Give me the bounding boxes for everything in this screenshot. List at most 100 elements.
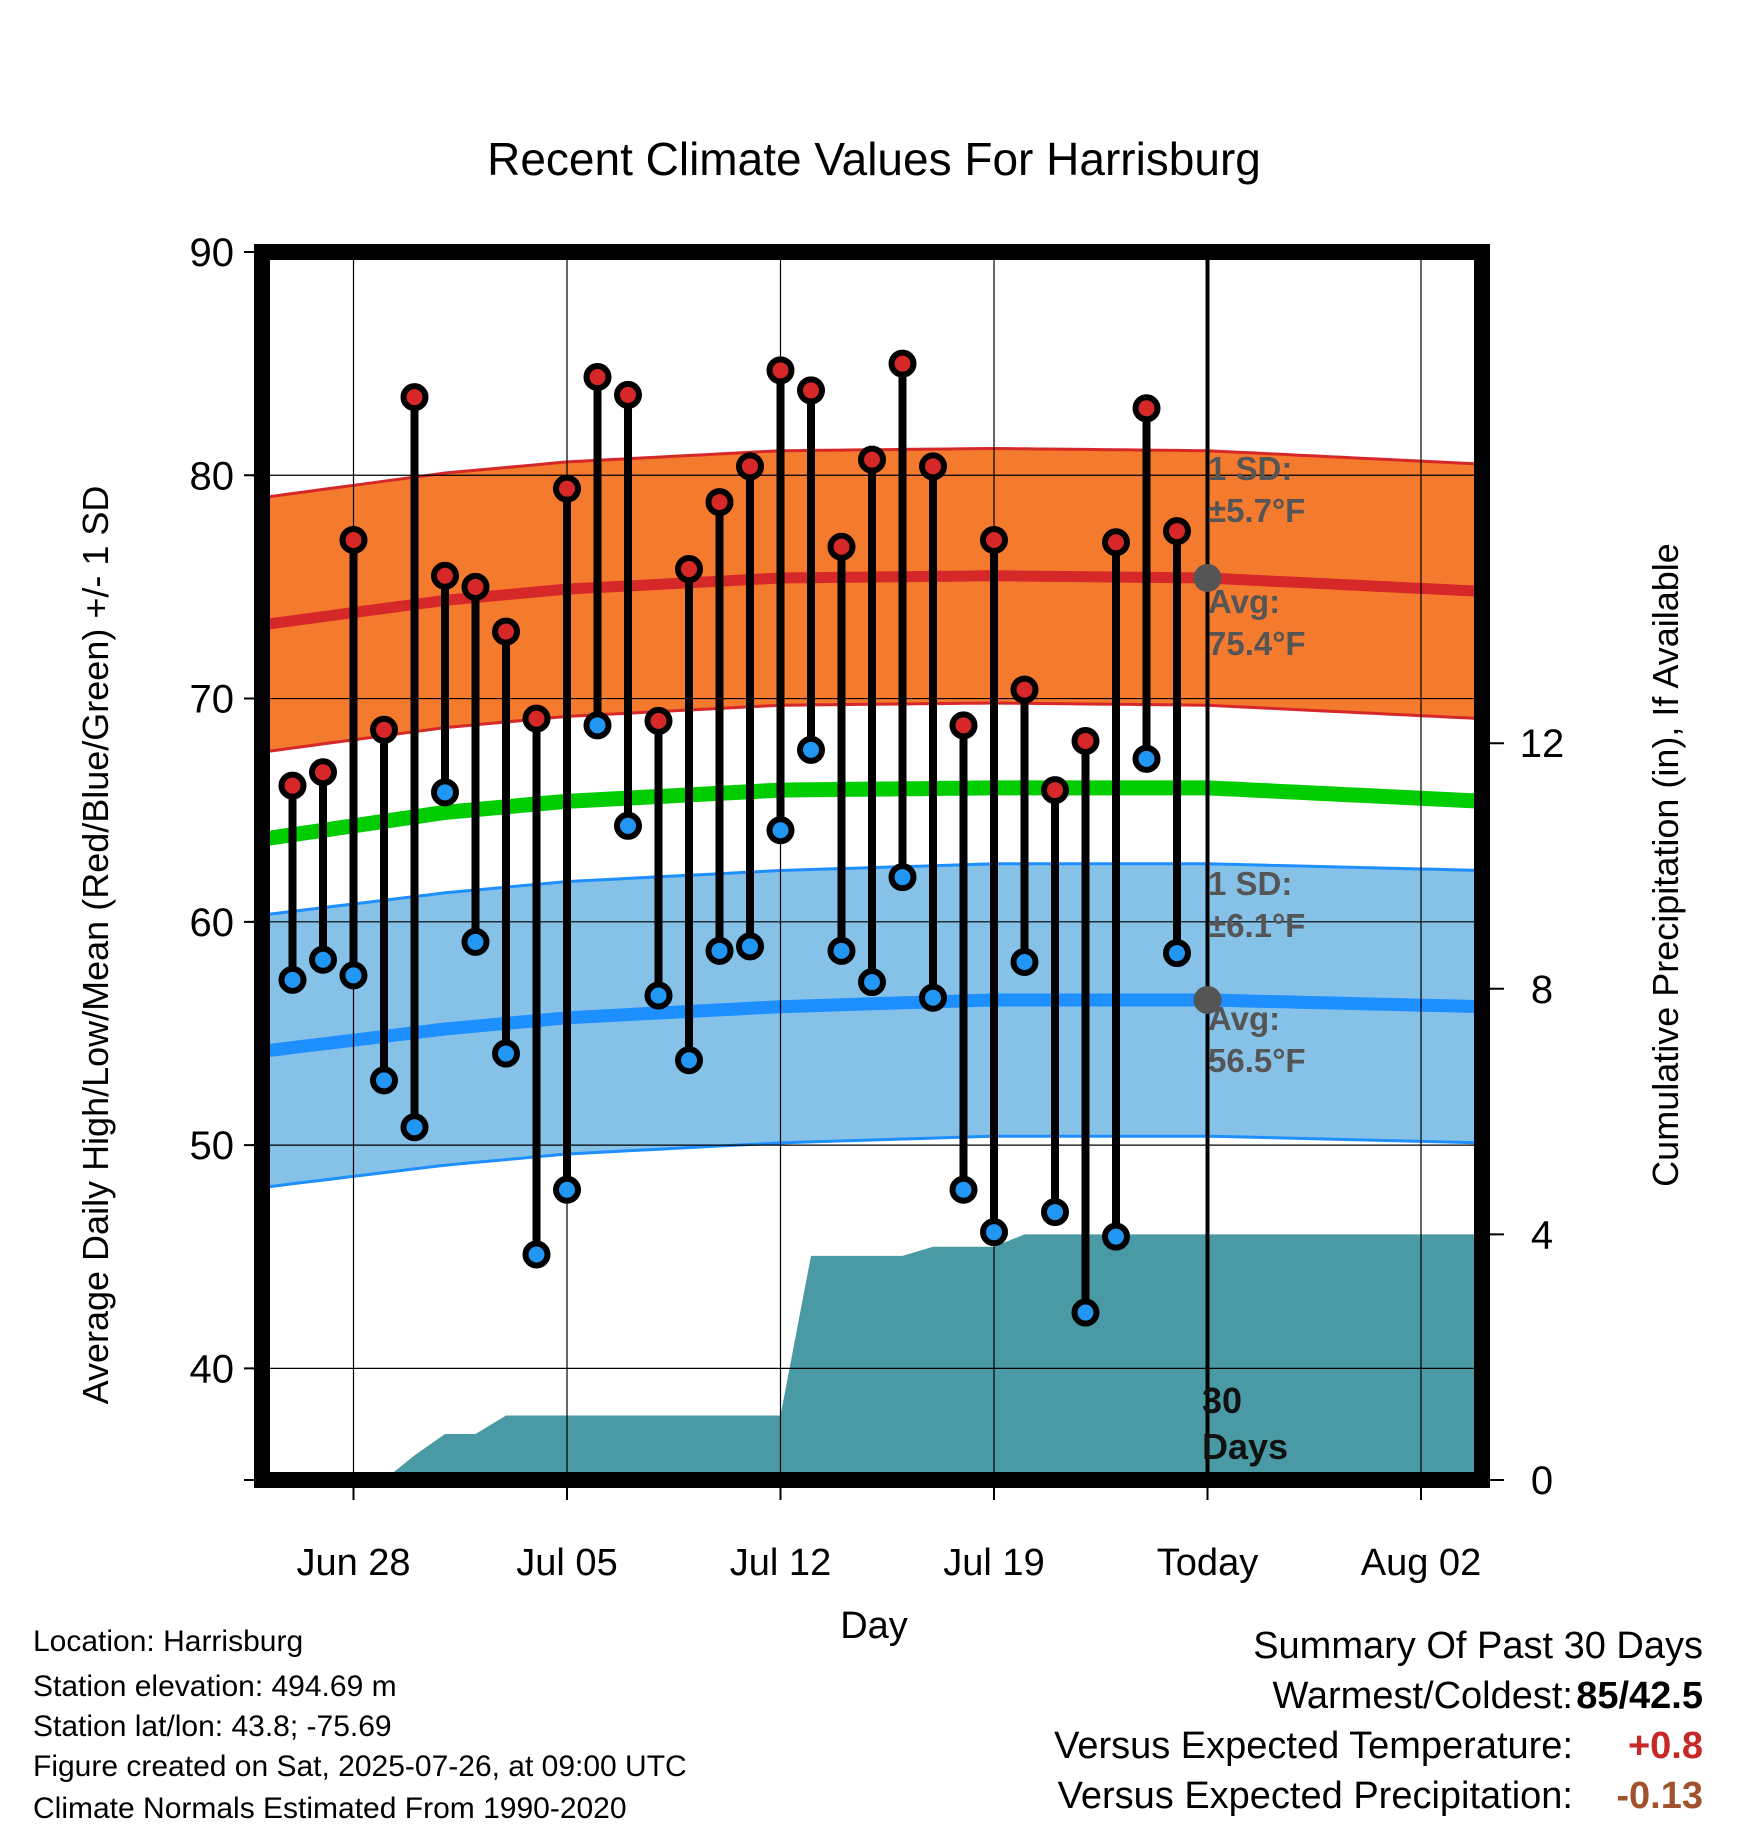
high-avg-today-marker (1193, 563, 1222, 592)
obs-low-point-2025-06-29 (370, 1066, 398, 1095)
obs-high-point-2025-07-15 (858, 445, 886, 474)
precipitation-value: -0.13 (1616, 1775, 1703, 1817)
days-word: Days (1202, 1426, 1288, 1467)
summary-warmest-coldest: Warmest/Coldest: 85/42.5 (900, 1675, 1703, 1721)
obs-low-point-2025-07-20 (1010, 948, 1039, 977)
obs-low-point-2025-07-16 (888, 863, 917, 892)
obs-low-point-2025-07-23 (1102, 1222, 1130, 1251)
y2-tick-label-4: 4 (1531, 1213, 1553, 1257)
info-latlon: Station lat/lon: 43.8; -75.69 (33, 1710, 392, 1743)
low-sd-label: 1 SD: (1208, 865, 1292, 902)
info-created: Figure created on Sat, 2025-07-26, at 09… (33, 1750, 687, 1783)
obs-low-point-2025-07-18 (949, 1175, 978, 1204)
high-avg-label: Avg: (1208, 583, 1280, 620)
obs-high-point-2025-07-21 (1041, 776, 1069, 805)
x-tick-label-1: Jun 28 (296, 1542, 410, 1584)
obs-high-point-2025-06-28 (339, 526, 368, 555)
obs-high-point-2025-07-23 (1102, 528, 1130, 557)
obs-low-point-2025-06-30 (400, 1113, 429, 1142)
summary-precipitation: Versus Expected Precipitation: -0.13 (900, 1775, 1703, 1821)
high-sd-label: 1 SD: (1208, 450, 1292, 487)
obs-low-point-2025-07-21 (1041, 1198, 1069, 1227)
obs-low-point-2025-07-06 (583, 711, 612, 740)
obs-low-point-2025-07-25 (1163, 939, 1191, 968)
y2-tick-label-8: 8 (1531, 968, 1553, 1012)
obs-high-point-2025-07-10 (705, 488, 734, 517)
obs-low-point-2025-07-07 (614, 811, 642, 840)
obs-low-point-2025-07-22 (1071, 1298, 1100, 1327)
precipitation-label: Versus Expected Precipitation: (1057, 1775, 1573, 1817)
obs-low-point-2025-07-15 (858, 968, 886, 997)
obs-high-point-2025-07-25 (1163, 517, 1191, 546)
obs-high-point-2025-07-02 (461, 572, 490, 601)
y2-tick-label-12: 12 (1520, 722, 1565, 766)
obs-high-point-2025-07-08 (644, 706, 673, 735)
plot-area: 1 SD: ±5.7°F Avg: 75.4°F 1 SD: ±6.1°F Av… (254, 244, 1490, 1488)
annotations: 1 SD: ±5.7°F Avg: 75.4°F 1 SD: ±6.1°F Av… (1202, 450, 1306, 1467)
obs-high-point-2025-07-22 (1071, 726, 1100, 755)
x-tick-label-2: Jul 05 (516, 1542, 617, 1584)
low-sd-value: ±6.1°F (1208, 907, 1305, 944)
obs-high-point-2025-07-04 (522, 704, 551, 733)
y-tick-label-90: 90 (190, 231, 235, 275)
high-sd-value: ±5.7°F (1208, 492, 1305, 529)
obs-low-point-2025-07-11 (736, 932, 764, 961)
info-location: Location: Harrisburg (33, 1625, 304, 1658)
obs-low-point-2025-07-17 (919, 983, 947, 1012)
y-tick-label-50: 50 (190, 1124, 235, 1168)
obs-high-point-2025-07-12 (766, 356, 795, 385)
x-tick-label-4: Jul 19 (943, 1542, 1044, 1584)
obs-high-point-2025-07-11 (736, 452, 764, 481)
obs-high-point-2025-07-13 (797, 376, 825, 405)
obs-low-point-2025-07-10 (705, 936, 734, 965)
obs-high-point-2025-07-17 (919, 452, 947, 481)
obs-high-point-2025-07-06 (583, 363, 612, 392)
y-tick-label-80: 80 (190, 454, 235, 498)
obs-low-point-2025-07-14 (827, 936, 856, 965)
obs-high-point-2025-06-29 (370, 715, 398, 744)
y-axis-label: Average Daily High/Low/Mean (Red/Blue/Gr… (75, 486, 116, 1405)
observations (278, 349, 1191, 1327)
temperature-value: +0.8 (1627, 1725, 1703, 1767)
obs-high-point-2025-06-26 (278, 771, 307, 800)
obs-low-point-2025-07-08 (644, 981, 673, 1010)
chart-title: Recent Climate Values For Harrisburg (487, 133, 1261, 185)
info-elevation: Station elevation: 494.69 m (33, 1670, 397, 1703)
obs-high-point-2025-07-16 (888, 349, 917, 378)
obs-low-point-2025-07-24 (1132, 744, 1161, 773)
obs-low-point-2025-07-04 (522, 1240, 551, 1269)
y-tick-label-60: 60 (190, 901, 235, 945)
x-tick-label-3: Jul 12 (730, 1542, 831, 1584)
obs-low-point-2025-07-02 (461, 927, 490, 956)
obs-low-point-2025-07-05 (553, 1175, 581, 1204)
temperature-label: Versus Expected Temperature: (1054, 1725, 1573, 1767)
obs-low-point-2025-07-12 (766, 816, 795, 845)
obs-high-point-2025-07-18 (949, 711, 978, 740)
axes: 40 50 60 70 80 90 0 4 8 12 Jun 28 Jul 05 Jul 12 Jul 1… (190, 231, 1565, 1584)
low-avg-value: 56.5°F (1208, 1042, 1306, 1079)
y2-axis-label: Cumulative Precipitation (in), If Availa… (1645, 543, 1686, 1187)
x-tick-label-6: Aug 02 (1361, 1542, 1481, 1584)
info-normals: Climate Normals Estimated From 1990-2020 (33, 1792, 627, 1825)
obs-high-point-2025-07-09 (675, 555, 703, 584)
obs-low-point-2025-07-03 (492, 1039, 520, 1068)
obs-high-point-2025-07-20 (1010, 675, 1039, 704)
high-avg-value: 75.4°F (1208, 625, 1306, 662)
days-number: 30 (1202, 1380, 1242, 1421)
x-tick-label-5: Today (1157, 1542, 1258, 1584)
obs-low-point-2025-07-09 (675, 1046, 703, 1075)
y-tick-label-70: 70 (190, 678, 235, 722)
obs-high-point-2025-07-05 (553, 474, 581, 503)
obs-high-point-2025-06-30 (400, 383, 429, 412)
warmest-coldest-value: 85/42.5 (1576, 1675, 1703, 1717)
low-sd-lower-line (261, 1134, 1483, 1189)
obs-high-point-2025-07-03 (492, 617, 520, 646)
summary-temperature: Versus Expected Temperature: +0.8 (900, 1725, 1703, 1771)
obs-low-point-2025-07-13 (797, 735, 825, 764)
obs-low-point-2025-06-27 (309, 945, 337, 974)
today-line (1193, 252, 1222, 1480)
obs-high-point-2025-07-01 (431, 561, 459, 590)
obs-low-point-2025-06-26 (278, 965, 307, 994)
plot-frame (254, 244, 1490, 1488)
